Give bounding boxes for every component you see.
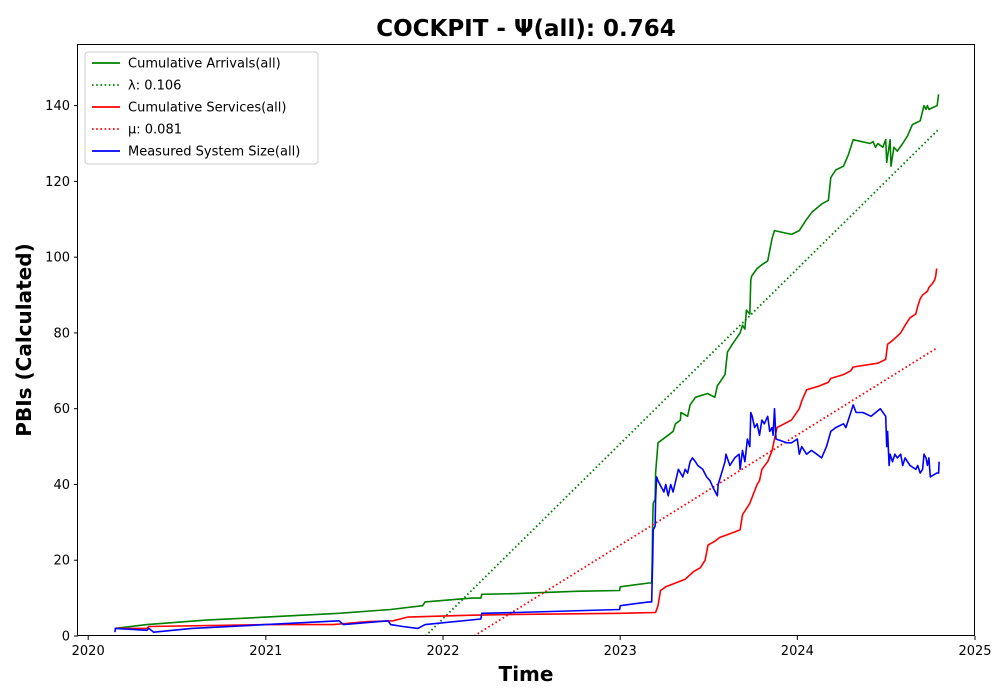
x-axis-label: Time (499, 662, 554, 686)
y-axis-label: PBIs (Calculated) (12, 243, 36, 436)
y-tick-label: 140 (45, 99, 70, 114)
series-layer (114, 94, 941, 636)
x-tick-label: 2021 (249, 644, 282, 659)
y-tick-label: 20 (53, 554, 70, 569)
legend-label: Cumulative Services(all) (128, 101, 286, 116)
plot-area-frame (77, 44, 975, 636)
y-axis: 0 20 40 60 80 100 120 140 (45, 99, 78, 645)
legend-box (84, 51, 319, 165)
y-tick-label: 100 (45, 251, 70, 266)
x-tick-label: 2025 (958, 644, 991, 659)
chart-title: COCKPIT - Ψ(all): 0.764 (376, 16, 676, 42)
series-line-3 (114, 268, 938, 630)
y-tick-label: 60 (53, 402, 70, 417)
x-tick-label: 2023 (604, 644, 637, 659)
y-tick-label: 80 (53, 326, 70, 341)
series-line-4 (473, 347, 938, 636)
x-tick-label: 2022 (426, 644, 459, 659)
x-tick-label: 2024 (781, 644, 814, 659)
series-line-2 (424, 127, 941, 636)
legend-label: μ: 0.081 (128, 123, 182, 138)
series-line-1 (114, 94, 940, 630)
series-line-5 (114, 404, 940, 634)
legend-label: Cumulative Arrivals(all) (128, 57, 281, 72)
legend: Cumulative Arrivals(all) λ: 0.106 Cumulati… (84, 51, 319, 165)
y-tick-label: 40 (53, 478, 70, 493)
x-tick-label: 2020 (72, 644, 105, 659)
legend-label: λ: 0.106 (128, 79, 181, 94)
y-tick-label: 0 (62, 630, 70, 645)
legend-label: Measured System Size(all) (128, 145, 300, 160)
x-axis: 2020 2021 2022 2023 2024 2025 (72, 636, 992, 659)
y-tick-label: 120 (45, 175, 70, 190)
